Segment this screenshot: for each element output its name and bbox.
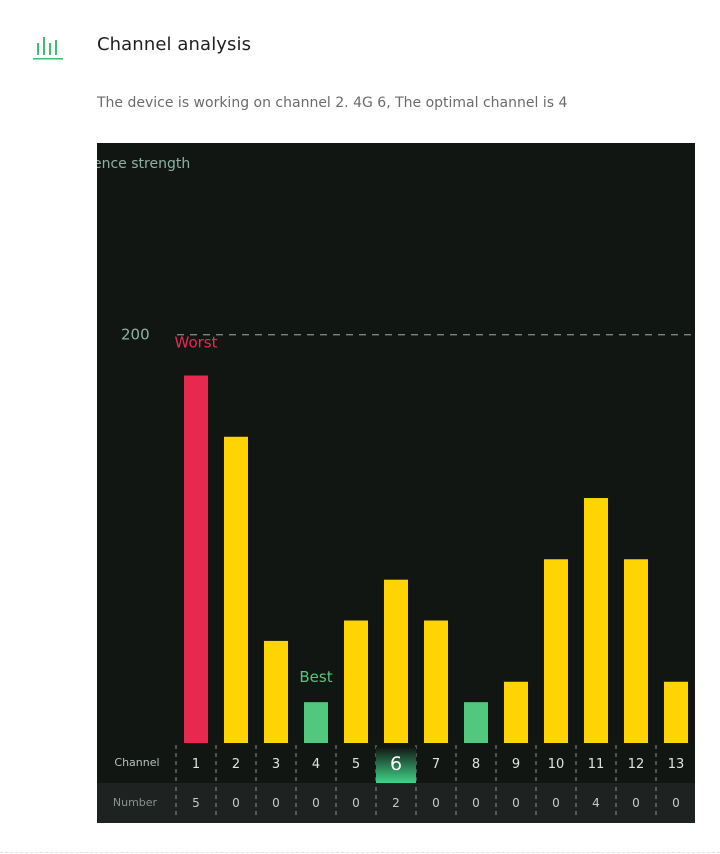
- channel-label: 4: [312, 757, 320, 772]
- channel-count: 0: [632, 796, 640, 810]
- channel-count: 0: [312, 796, 320, 810]
- bar-channel-3: [264, 640, 288, 743]
- channel-label: 7: [432, 757, 440, 772]
- channel-label: 11: [588, 757, 605, 772]
- bar-channel-11: [584, 498, 608, 743]
- channel-label: 12: [628, 757, 645, 772]
- channel-count: 0: [472, 796, 480, 810]
- channel-label: 2: [232, 757, 240, 772]
- channel-count: 4: [592, 796, 600, 810]
- channel-count: 2: [392, 796, 400, 810]
- channel-label: 1: [192, 757, 200, 772]
- channel-row-label: Channel: [114, 756, 159, 769]
- current-channel-highlight: [376, 747, 416, 783]
- bar-channel-9: [504, 681, 528, 743]
- bar-channel-12: [624, 559, 648, 743]
- bar-channel-4: [304, 702, 328, 743]
- channel-count: 0: [672, 796, 680, 810]
- bar-channel-10: [544, 559, 568, 743]
- channel-label: 3: [272, 757, 280, 772]
- bar-channel-1: [184, 375, 208, 743]
- number-row-label: Number: [113, 796, 158, 809]
- channel-count: 5: [192, 796, 200, 810]
- channel-label: 13: [668, 757, 685, 772]
- divider: [0, 852, 720, 853]
- page-title: Channel analysis: [97, 34, 252, 55]
- number-row-bg: [97, 783, 695, 823]
- bar-chart-icon: [33, 37, 63, 60]
- current-channel-label: 6: [390, 753, 402, 775]
- bar-channel-6: [384, 579, 408, 743]
- channel-label: 10: [548, 757, 565, 772]
- bar-channel-5: [344, 620, 368, 743]
- bar-channel-13: [664, 681, 688, 743]
- reference-line-label: 200: [121, 326, 150, 344]
- channel-count: 0: [512, 796, 520, 810]
- channel-status-text: The device is working on channel 2. 4G 6…: [97, 95, 568, 111]
- channel-count: 0: [272, 796, 280, 810]
- bar-channel-2: [224, 436, 248, 743]
- channel-count: 0: [352, 796, 360, 810]
- bar-channel-8: [464, 702, 488, 743]
- bar-channel-7: [424, 620, 448, 743]
- y-axis-label: ence strength: [97, 156, 190, 172]
- annotation-worst: Worst: [175, 334, 218, 352]
- annotation-best: Best: [299, 668, 332, 686]
- channel-count: 0: [432, 796, 440, 810]
- channel-label: 5: [352, 757, 360, 772]
- channel-chart: ence strength 200 Worst Best Channel Number 1 2…: [97, 143, 695, 823]
- channel-label: 9: [512, 757, 520, 772]
- channel-label: 8: [472, 757, 480, 772]
- channel-count: 0: [552, 796, 560, 810]
- channel-count: 0: [232, 796, 240, 810]
